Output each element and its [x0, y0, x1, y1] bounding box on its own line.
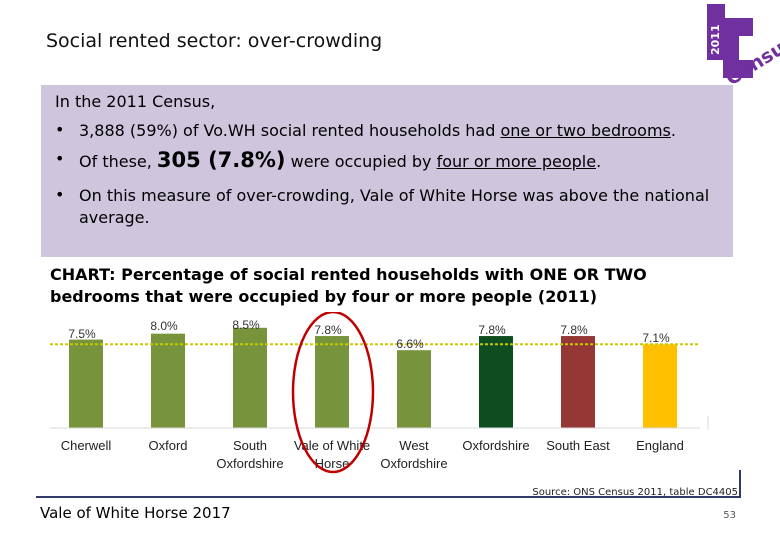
data-label: 7.8%	[314, 323, 342, 337]
source-note: Source: ONS Census 2011, table DC4405	[532, 487, 738, 498]
bar-west-oxfordshire	[397, 350, 431, 428]
highlight-ellipse	[291, 312, 375, 474]
data-label: 7.1%	[642, 331, 670, 345]
category-label: West	[399, 438, 429, 453]
bar-cherwell	[69, 339, 103, 428]
category-label: Oxfordshire	[216, 456, 283, 471]
category-label: Cherwell	[61, 438, 112, 453]
bar-chart: 7.5% 8.0% 8.5% 7.8% 6.6% 7.8% 7.8% 7.1% Cherwell…	[50, 312, 709, 474]
category-label: South	[233, 438, 267, 453]
data-label: 7.5%	[68, 327, 96, 341]
category-label: Oxfordshire	[462, 438, 529, 453]
bar-oxfordshire	[479, 336, 513, 428]
data-label: 8.5%	[232, 318, 260, 332]
category-label: Vale of White	[294, 438, 370, 453]
summary-intro: In the 2011 Census,	[55, 92, 216, 111]
bar-south-east	[561, 336, 595, 428]
chart-title: CHART: Percentage of social rented house…	[50, 265, 647, 306]
footer-text: Vale of White Horse 2017	[40, 504, 231, 522]
bar-vale-of-white-horse	[315, 336, 349, 428]
data-label: 7.8%	[560, 323, 588, 337]
data-label: 7.8%	[478, 323, 506, 337]
category-label: Oxfordshire	[380, 456, 447, 471]
bar-south-oxfordshire	[233, 327, 267, 428]
footer-divider-tick	[739, 470, 741, 498]
summary-bullet-1: • 3,888 (59%) of Vo.WH social rented hou…	[55, 120, 676, 140]
data-label: 8.0%	[150, 319, 178, 333]
summary-bullet-2: • Of these, 305 (7.8%) were occupied by …	[55, 148, 602, 172]
logo-year: 2011	[709, 24, 722, 55]
page-number: 53	[723, 510, 736, 521]
category-label: England	[636, 438, 684, 453]
category-label: Oxford	[148, 438, 187, 453]
data-label: 6.6%	[396, 337, 424, 351]
category-label: South East	[546, 438, 610, 453]
category-label: Horse	[315, 456, 350, 471]
summary-box: In the 2011 Census, • 3,888 (59%) of Vo.…	[41, 85, 733, 257]
footer-divider	[36, 496, 740, 498]
bar-england	[643, 344, 677, 428]
census-2011-logo: 2011 Census	[707, 4, 780, 90]
summary-bullet-3: • On this measure of over-crowding, Vale…	[55, 185, 710, 227]
bar-oxford	[151, 333, 185, 428]
slide-title: Social rented sector: over-crowding	[46, 30, 383, 52]
